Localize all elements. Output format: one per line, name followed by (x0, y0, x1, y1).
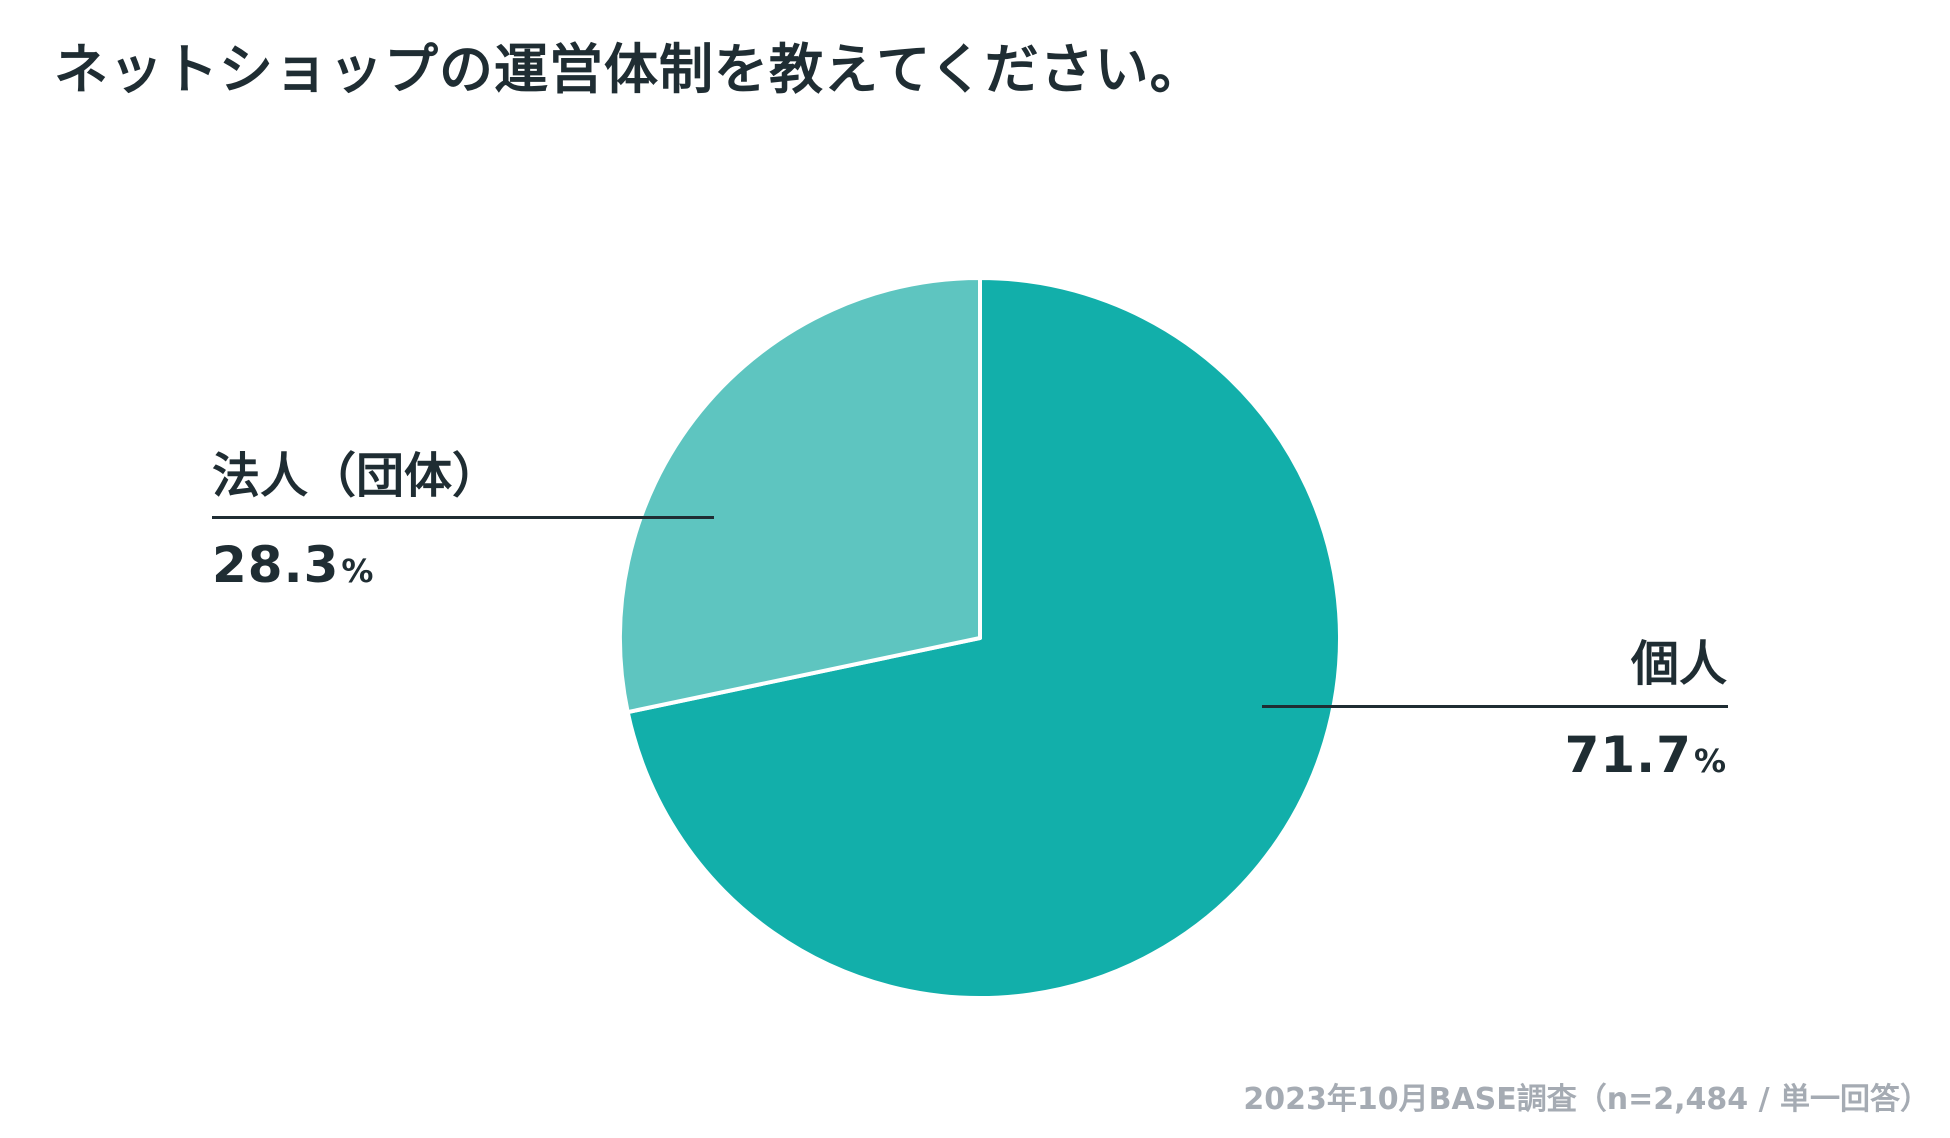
slice-label-individual: 個人 (1630, 636, 1727, 692)
pie-slice-corporate (618, 276, 982, 715)
slice-value-individual-unit: % (1693, 742, 1727, 780)
source-note: 2023年10月BASE調査（n=2,484 / 単一回答） (1243, 1082, 1930, 1117)
leader-line-individual (1262, 705, 1728, 708)
slice-label-corporate: 法人（団体） (212, 448, 501, 504)
slice-value-corporate-number: 28.3 (212, 536, 340, 594)
slice-value-individual-number: 71.7 (1564, 726, 1692, 784)
slice-value-corporate-unit: % (341, 552, 375, 590)
chart-title: ネットショップの運営体制を教えてください。 (54, 38, 1205, 101)
slice-value-individual: 71.7% (1565, 730, 1727, 780)
leader-line-corporate (212, 516, 714, 519)
slice-value-corporate: 28.3% (212, 540, 374, 590)
pie-slice-individual (625, 276, 1342, 1000)
